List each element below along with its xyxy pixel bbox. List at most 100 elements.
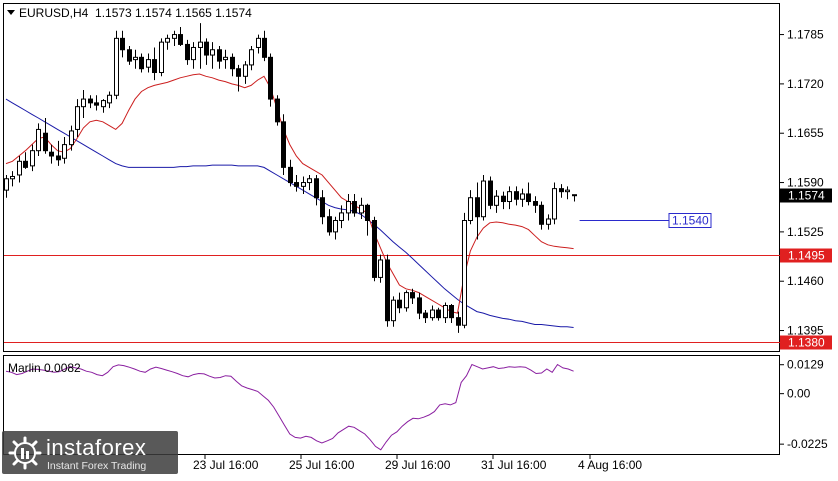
ma-price-callout-box (668, 213, 712, 228)
level-price-label: 1.1380 (788, 336, 825, 350)
candle-body (378, 259, 383, 278)
price-tick-label: 1.1460 (787, 274, 824, 288)
candle (294, 174, 299, 192)
price-tick-label: 1.1525 (787, 225, 824, 239)
candle (552, 182, 557, 225)
time-tick-label: 29 Jul 16:00 (385, 458, 451, 472)
candle-body (94, 102, 99, 106)
time-tick-label: 25 Jul 16:00 (289, 458, 355, 472)
candle (56, 140, 61, 166)
candle-body (307, 178, 312, 184)
time-tick-label: 4 Aug 16:00 (578, 458, 642, 472)
candle-body (165, 37, 170, 43)
candle-body (4, 178, 9, 191)
candle-body (223, 56, 228, 61)
menu-triangle-icon[interactable] (7, 10, 15, 15)
candle (256, 34, 261, 54)
instaforex-watermark: instaforex Instant Forex Trading (2, 431, 178, 474)
price-tick-label: 1.1590 (787, 176, 824, 190)
watermark-tagline: Instant Forex Trading (47, 460, 147, 472)
candle (114, 30, 119, 100)
candle (230, 53, 235, 77)
price-tick-label: 1.1655 (787, 126, 824, 140)
candle (307, 174, 312, 191)
current-price-box (780, 188, 832, 203)
candle (75, 99, 80, 138)
candle-body (501, 195, 506, 203)
candle-body (191, 46, 196, 61)
current-price-label: 1.1574 (788, 189, 825, 203)
candle-body (236, 68, 241, 77)
price-tick-label: 1.1395 (787, 324, 824, 338)
candle-body (43, 132, 48, 152)
candle (139, 53, 144, 73)
candle-body (333, 220, 338, 233)
candle (475, 182, 480, 240)
candle-body (397, 299, 402, 309)
candle (281, 114, 286, 175)
fast-ma-line (5, 73, 574, 314)
candle (456, 311, 461, 333)
candle (23, 152, 28, 169)
candle (449, 303, 454, 323)
candle (4, 174, 9, 198)
candle-body (533, 201, 538, 206)
candle (352, 193, 357, 217)
candle (468, 190, 473, 225)
candle-body (314, 178, 319, 199)
candle-body (36, 128, 41, 152)
candle-body (101, 100, 106, 108)
candle (320, 190, 325, 225)
candle (391, 296, 396, 327)
candle (243, 61, 248, 84)
candle-body (49, 151, 54, 157)
candle (120, 30, 125, 58)
candle (249, 45, 254, 71)
candle-body (172, 34, 177, 39)
time-tick-label: 23 Jul 16:00 (193, 458, 259, 472)
candle (191, 42, 196, 69)
candle (88, 95, 93, 109)
candle-body (507, 191, 512, 203)
candle-body (23, 160, 28, 168)
candle (30, 144, 35, 172)
candle-body (475, 197, 480, 218)
candle (10, 171, 15, 187)
candle (378, 254, 383, 283)
indicator-header: Marlin 0.0082 (8, 361, 81, 375)
candle-body (159, 41, 164, 74)
candle-body (139, 56, 144, 70)
candle (481, 174, 486, 221)
candle-body (404, 292, 409, 309)
price-tick-label: 1.1720 (787, 77, 824, 91)
candle-body (391, 299, 396, 322)
symbol-header: EURUSD,H4 1.1573 1.1574 1.1565 1.1574 (19, 6, 252, 20)
candle-body (514, 191, 519, 200)
candle (94, 95, 99, 111)
candle (546, 214, 551, 230)
level-lines (4, 255, 780, 343)
candle-body (178, 34, 183, 45)
candle-body (449, 305, 454, 319)
candle (107, 91, 112, 109)
candle (520, 188, 525, 207)
candle-body (552, 188, 557, 220)
candle (159, 38, 164, 77)
candle (268, 53, 273, 107)
candle-body (210, 49, 215, 56)
candle (436, 307, 441, 321)
candle-body (133, 56, 138, 61)
level-price-box (780, 248, 832, 263)
candle (404, 290, 409, 312)
candle (443, 302, 448, 323)
candle (565, 186, 570, 200)
candle-body (120, 37, 125, 51)
candle (172, 30, 177, 46)
candle (101, 99, 106, 113)
candle (359, 197, 364, 219)
fast-ma-layer (5, 73, 574, 314)
candle (236, 64, 241, 92)
candle-body (243, 64, 248, 77)
